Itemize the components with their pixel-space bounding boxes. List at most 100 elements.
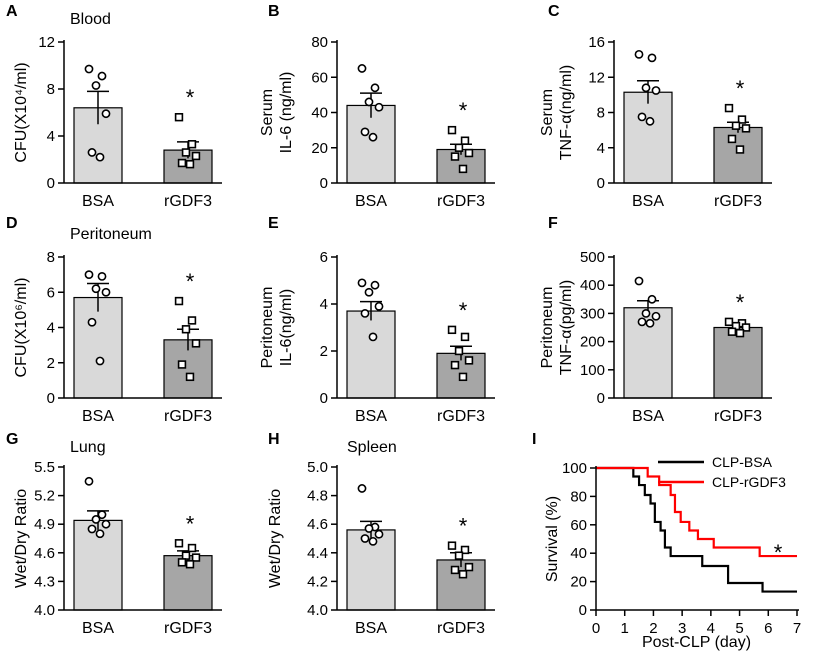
- panel-i: I Survival (%) 0 20 40 60 80 100 0 1 2 3 4 5 6 7 Post-CL…: [532, 431, 801, 651]
- x-tick-label-b-bsa: BSA: [355, 193, 387, 210]
- significance-marker-c: *: [736, 76, 745, 101]
- data-point-b-bsa: [357, 64, 367, 73]
- y-tick-label-d: 8: [47, 249, 55, 266]
- panel-title-d: Peritoneum: [70, 226, 152, 243]
- data-point-a-bsa: [91, 81, 101, 90]
- data-point-f-bsa: [645, 318, 655, 328]
- data-point-h-bsa: [364, 524, 374, 533]
- data-point-g-rgdf3: [185, 560, 195, 569]
- panel-a: A Blood CFU(X10⁴/ml) * 0 4 8 12 BSA rGDF3: [6, 3, 222, 210]
- x-tick-label-h-rgdf3: rGDF3: [437, 620, 485, 637]
- data-point-a-rgdf3: [191, 151, 201, 161]
- data-point-h-bsa: [368, 536, 378, 546]
- data-point-g-rgdf3: [191, 553, 201, 562]
- y-tick-label-c: 12: [588, 69, 605, 86]
- data-point-e-bsa: [370, 280, 380, 290]
- data-point-d-bsa: [97, 271, 107, 281]
- significance-marker-a: *: [186, 85, 195, 110]
- data-point-f-bsa: [651, 311, 661, 321]
- survival-line-clp-rgdf3: [596, 466, 797, 558]
- y-tick-label-b: 0: [320, 175, 328, 192]
- y-tick-label-d: 4: [47, 320, 55, 337]
- x-tick-label-i: 4: [707, 620, 715, 637]
- data-point-f-rgdf3: [724, 317, 734, 327]
- panel-title-g: Lung: [70, 439, 106, 456]
- data-point-d-bsa: [91, 284, 101, 294]
- x-tick-label-c-rgdf3: rGDF3: [714, 193, 762, 210]
- x-tick-label-e-bsa: BSA: [355, 408, 387, 425]
- data-point-e-bsa: [368, 332, 378, 342]
- y-tick-label-e: 0: [320, 390, 328, 407]
- data-point-b-bsa: [374, 102, 384, 112]
- y-tick-label-f: 200: [580, 334, 605, 351]
- data-point-a-bsa: [95, 152, 105, 162]
- data-point-b-rgdf3: [450, 152, 460, 161]
- bar-h-rgdf3: [436, 559, 486, 611]
- y-tick-label-e: 6: [320, 249, 328, 266]
- data-point-b-rgdf3: [464, 148, 474, 158]
- data-point-b-rgdf3: [454, 143, 464, 152]
- y-axis-label-i: Survival (%): [544, 496, 561, 582]
- data-point-e-bsa: [374, 301, 384, 311]
- data-point-a-bsa: [87, 148, 97, 157]
- data-point-b-bsa: [360, 127, 370, 137]
- data-point-c-rgdf3: [724, 103, 734, 113]
- x-tick-label-a-bsa: BSA: [82, 193, 114, 210]
- y-tick-label-i: 80: [570, 488, 587, 505]
- data-point-c-bsa: [645, 116, 655, 126]
- data-point-c-bsa: [634, 49, 644, 59]
- y-tick-label-i: 100: [562, 460, 587, 477]
- x-tick-label-i: 7: [793, 620, 801, 637]
- y-axis-label-c-2: TNF-α(ng/ml): [558, 65, 575, 160]
- y-tick-label-g: 4.6: [34, 545, 55, 562]
- data-point-h-rgdf3: [460, 545, 470, 555]
- data-point-a-rgdf3: [174, 113, 184, 122]
- data-point-d-bsa: [87, 317, 97, 327]
- panel-letter-g: G: [6, 431, 18, 448]
- y-tick-label-i: 60: [570, 517, 587, 534]
- y-tick-label-c: 4: [597, 140, 605, 157]
- panel-letter-a: A: [6, 3, 18, 20]
- y-tick-label-f: 300: [580, 305, 605, 322]
- y-tick-label-h: 4.8: [307, 488, 328, 505]
- panel-title-a: Blood: [70, 11, 111, 28]
- y-tick-label-f: 400: [580, 277, 605, 294]
- panel-d: D Peritoneum CFU(X10⁶/ml) * 0 2 4 6 8 BSA rGDF3: [6, 215, 222, 425]
- data-point-h-bsa: [360, 534, 370, 543]
- y-tick-label-e: 2: [320, 343, 328, 360]
- panel-letter-e: E: [268, 215, 279, 232]
- x-tick-label-e-rgdf3: rGDF3: [437, 408, 485, 425]
- data-point-b-rgdf3: [460, 136, 470, 145]
- x-tick-label-i: 2: [649, 620, 657, 637]
- data-point-b-bsa: [364, 97, 374, 107]
- x-tick-label-d-bsa: BSA: [82, 408, 114, 425]
- data-point-h-rgdf3: [450, 565, 460, 575]
- data-point-a-rgdf3: [181, 148, 191, 157]
- y-tick-label-a: 8: [47, 81, 55, 98]
- x-tick-label-d-rgdf3: rGDF3: [164, 408, 212, 425]
- data-point-f-bsa: [637, 317, 647, 327]
- data-point-c-bsa: [651, 86, 661, 95]
- panel-e: E Peritoneum IL-6(ng/ml) * 0 2 4 6 BSA rGDF3: [259, 215, 495, 425]
- y-tick-label-a: 12: [38, 34, 55, 51]
- panel-letter-c: C: [548, 3, 560, 20]
- data-point-d-rgdf3: [177, 360, 187, 369]
- data-point-c-bsa: [641, 83, 651, 93]
- y-tick-label-g: 4.3: [34, 573, 55, 590]
- data-point-h-rgdf3: [454, 551, 464, 560]
- y-tick-label-i: 40: [570, 545, 587, 562]
- x-tick-label-i: 0: [592, 620, 600, 637]
- y-tick-label-d: 2: [47, 355, 55, 372]
- y-tick-label-i: 20: [570, 574, 587, 591]
- data-point-g-bsa: [97, 510, 107, 520]
- y-tick-label-b: 60: [311, 69, 328, 86]
- panel-g: G Lung Wet/Dry Ratio * 4.0 4.3 4.6 4.9 5.2 5.5 BSA…: [6, 431, 222, 637]
- x-tick-label-g-rgdf3: rGDF3: [164, 620, 212, 637]
- bar-c-bsa: [623, 91, 673, 184]
- data-point-a-bsa: [97, 71, 107, 81]
- bar-c-rgdf3: [713, 126, 763, 184]
- panel-h: H Spleen Wet/Dry Ratio * 4.0 4.2 4.4 4.6 4.8 5.0 B…: [267, 431, 495, 637]
- data-point-h-rgdf3: [447, 541, 457, 550]
- x-tick-label-f-rgdf3: rGDF3: [714, 408, 762, 425]
- data-point-h-bsa: [357, 484, 367, 493]
